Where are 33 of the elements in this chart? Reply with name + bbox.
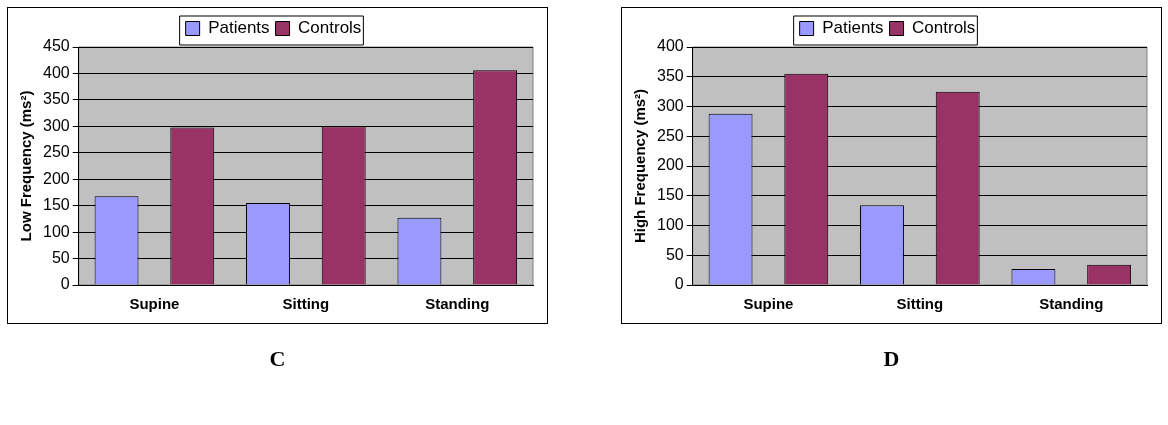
x-tick-label: Supine — [743, 295, 794, 313]
x-tick-label: Sitting — [896, 295, 944, 313]
y-tick-label: 450 — [42, 37, 70, 55]
y-tick-label: 150 — [42, 196, 70, 214]
y-tick-label: 150 — [656, 186, 684, 204]
x-tick-label: Sitting — [282, 295, 330, 313]
legend-label: Patients — [208, 18, 270, 38]
y-tick-label: 350 — [42, 90, 70, 108]
y-tick-label: 0 — [60, 275, 70, 293]
y-tick-label: 300 — [42, 116, 70, 134]
y-tick-label: 250 — [42, 143, 70, 161]
legend-label: Patients — [822, 18, 884, 38]
y-tick-label: 200 — [42, 169, 70, 187]
x-tick-label: Standing — [425, 295, 490, 313]
y-tick-label: 350 — [656, 67, 684, 85]
x-tick-label: Standing — [1039, 295, 1104, 313]
text: C — [268, 346, 287, 372]
y-tick-label: 200 — [656, 156, 684, 174]
y-tick-label: 100 — [656, 215, 684, 233]
y-tick-label: 300 — [656, 96, 684, 114]
y-axis-title: Low Frequency (ms²) — [17, 90, 35, 242]
legend-label: Controls — [912, 18, 976, 38]
legend-label: Controls — [298, 18, 362, 38]
y-tick-label: 50 — [665, 245, 684, 263]
y-tick-label: 400 — [656, 37, 684, 55]
x-tick-label: Supine — [129, 295, 180, 313]
y-tick-label: 400 — [42, 63, 70, 81]
y-tick-label: 250 — [656, 126, 684, 144]
y-tick-label: 0 — [674, 275, 684, 293]
y-tick-label: 100 — [42, 222, 70, 240]
text: D — [882, 346, 901, 372]
y-axis-title: High Frequency (ms²) — [631, 88, 649, 244]
y-tick-label: 50 — [51, 248, 70, 266]
